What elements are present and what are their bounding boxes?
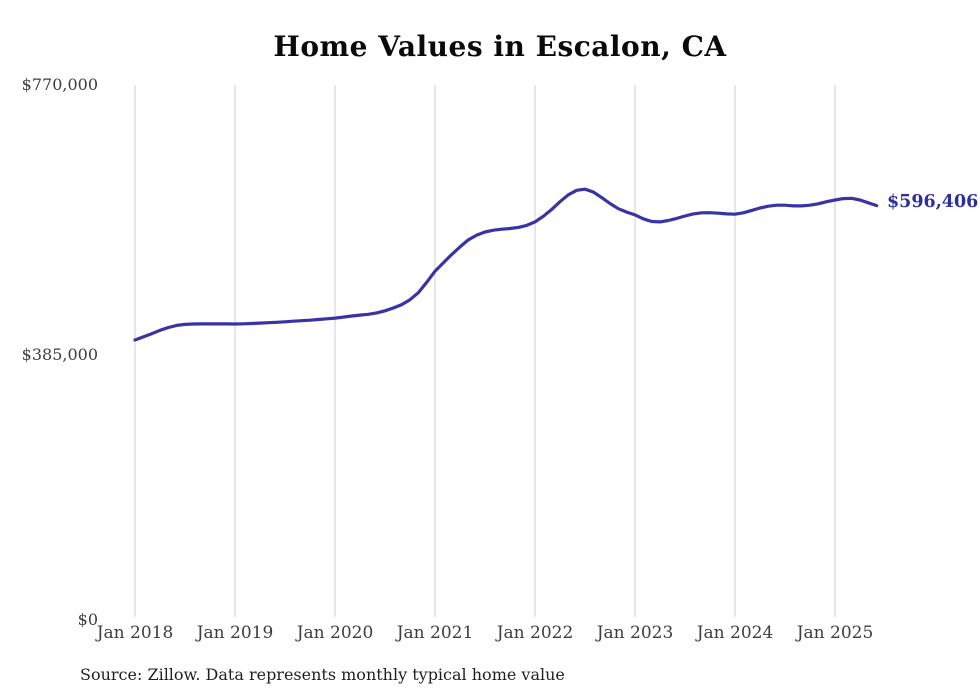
x-axis-tick-label: Jan 2018 <box>96 623 174 643</box>
x-axis-tick-label: Jan 2023 <box>596 623 674 643</box>
end-value-label: $596,406 <box>887 192 979 212</box>
chart-title: Home Values in Escalon, CA <box>273 30 727 63</box>
source-note: Source: Zillow. Data represents monthly … <box>80 665 565 684</box>
gridlines-group <box>134 85 836 617</box>
y-axis-tick-label-770000: $770,000 <box>21 75 98 94</box>
x-axis-tick-label: Jan 2021 <box>396 623 474 643</box>
home-value-line <box>133 187 879 342</box>
x-axis-tick-label: Jan 2025 <box>796 623 874 643</box>
y-axis-tick-label-385000: $385,000 <box>21 345 98 364</box>
x-axis-tick-label: Jan 2024 <box>696 623 774 643</box>
y-axis-tick-label-0: $0 <box>77 610 98 629</box>
x-axis-tick-label: Jan 2019 <box>196 623 274 643</box>
x-axis-tick-label: Jan 2020 <box>296 623 374 643</box>
x-axis-tick-label: Jan 2022 <box>496 623 574 643</box>
